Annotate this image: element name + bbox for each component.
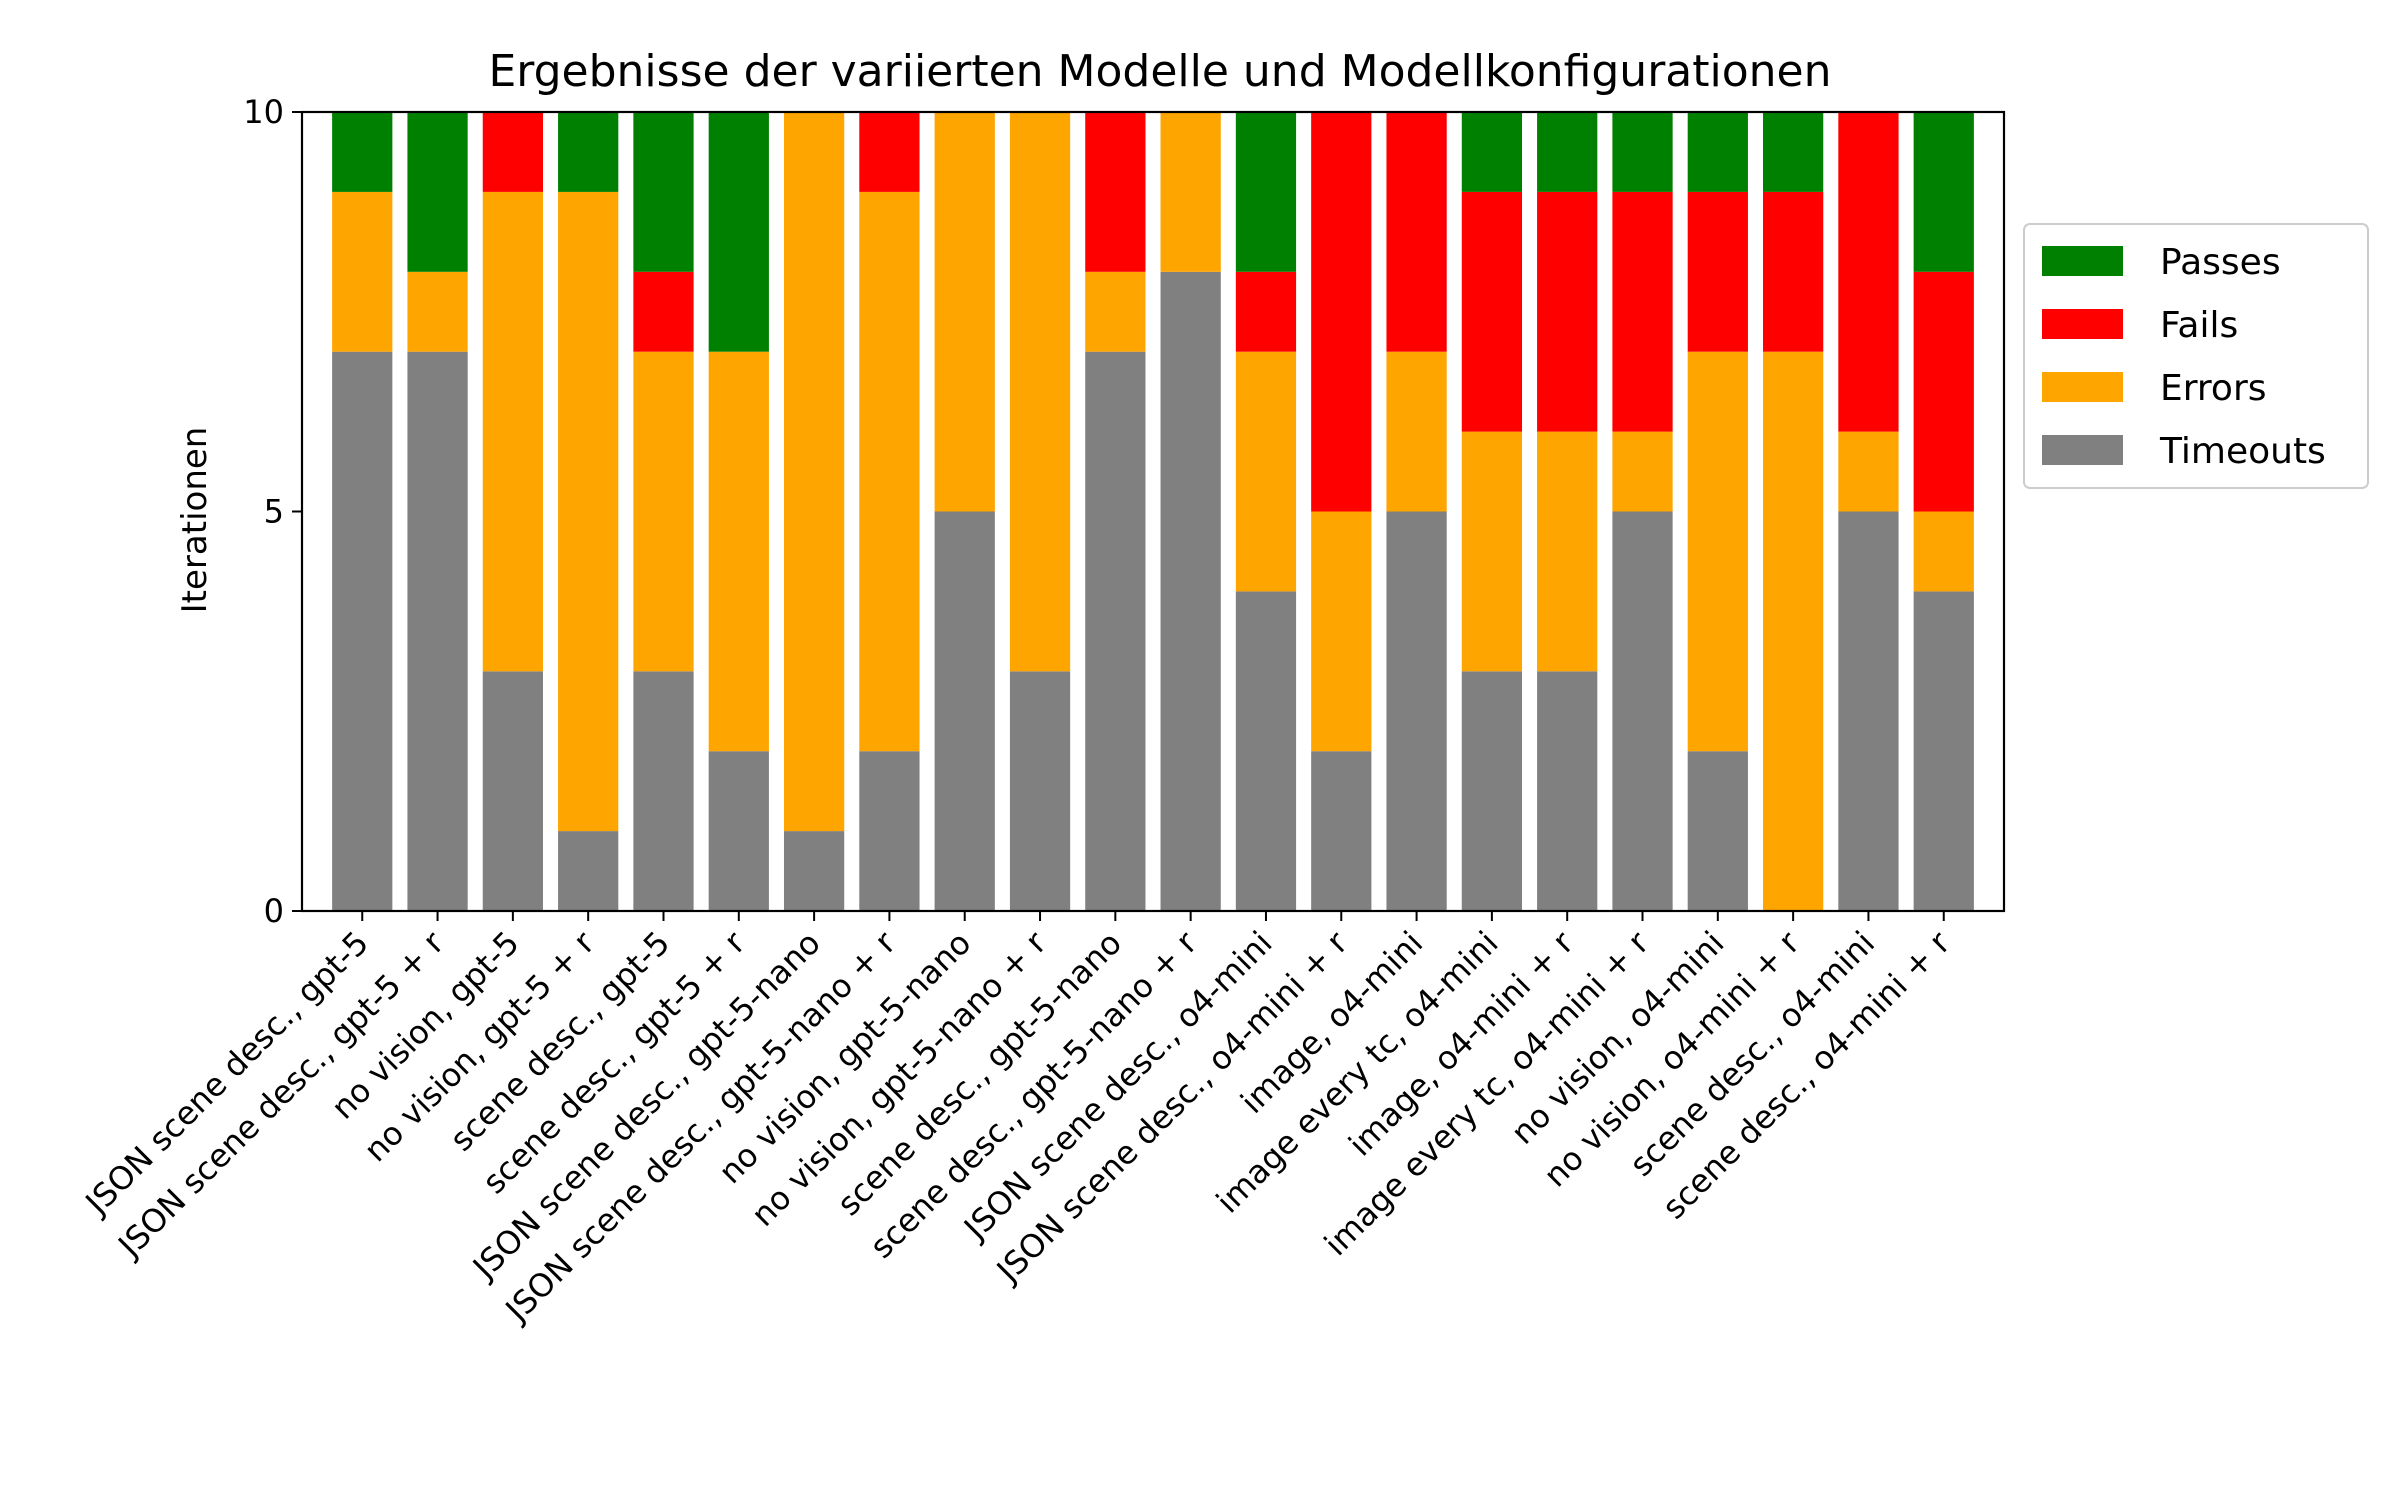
bar-timeouts-2	[407, 351, 468, 911]
bar-errors-13	[1235, 351, 1297, 592]
bar-timeouts-1	[332, 351, 393, 911]
bar-timeouts-16	[1461, 671, 1523, 911]
bar-fails-14	[1311, 112, 1372, 512]
bar-fails-15	[1386, 112, 1447, 352]
bar-errors-9	[934, 112, 995, 512]
y-tick-label-5: 5	[264, 493, 284, 531]
bar-errors-2	[407, 271, 468, 352]
bar-timeouts-22	[1913, 591, 1974, 911]
bar-timeouts-21	[1838, 511, 1899, 911]
bar-errors-8	[859, 191, 920, 752]
bar-errors-11	[1085, 271, 1146, 352]
legend-label-passes: Passes	[2160, 242, 2281, 283]
bar-fails-22	[1913, 271, 1974, 512]
bar-errors-17	[1537, 431, 1598, 672]
bar-passes-20	[1763, 112, 1824, 192]
bar-errors-18	[1612, 431, 1673, 512]
y-ticks-layer: 0 5 10	[243, 93, 302, 930]
legend-frame	[2023, 223, 2369, 489]
bar-errors-22	[1913, 511, 1974, 592]
y-tick-label-10: 10	[243, 93, 284, 131]
bar-errors-14	[1311, 511, 1372, 752]
bar-passes-5	[633, 112, 694, 272]
bar-errors-4	[558, 191, 619, 832]
bar-passes-16	[1461, 112, 1523, 192]
bar-fails-13	[1235, 271, 1297, 352]
bar-timeouts-6	[708, 751, 769, 911]
bar-errors-12	[1160, 112, 1221, 272]
bar-fails-5	[633, 271, 694, 352]
legend-label-errors: Errors	[2160, 368, 2267, 409]
bar-timeouts-18	[1612, 511, 1673, 911]
x-tick-label-1: JSON scene desc., gpt-5	[77, 924, 376, 1223]
bar-errors-21	[1838, 431, 1899, 512]
bar-passes-19	[1687, 112, 1748, 192]
bar-errors-5	[633, 351, 694, 672]
bar-passes-18	[1612, 112, 1673, 192]
bar-timeouts-3	[482, 671, 543, 911]
x-tick-label-2: JSON scene desc., gpt-5 + r	[109, 923, 451, 1265]
bar-fails-16	[1461, 191, 1523, 432]
bar-errors-10	[1009, 112, 1071, 672]
y-tick-label-0: 0	[264, 892, 284, 930]
bar-timeouts-19	[1687, 751, 1748, 911]
bar-fails-19	[1687, 191, 1748, 352]
bar-timeouts-12	[1160, 271, 1221, 911]
bar-errors-6	[708, 351, 769, 752]
bar-errors-7	[783, 112, 845, 832]
bar-timeouts-9	[934, 511, 995, 911]
bars-layer	[332, 112, 1974, 911]
bar-timeouts-8	[859, 751, 920, 911]
bar-passes-13	[1235, 112, 1297, 272]
legend-swatch-passes	[2042, 246, 2123, 276]
bar-fails-20	[1763, 191, 1824, 352]
bar-timeouts-17	[1537, 671, 1598, 911]
bar-errors-19	[1687, 351, 1748, 752]
bar-errors-15	[1386, 351, 1447, 512]
bar-fails-17	[1537, 191, 1598, 432]
bar-passes-6	[708, 112, 769, 352]
bar-passes-1	[332, 112, 393, 192]
bar-passes-4	[558, 112, 619, 192]
bar-passes-2	[407, 112, 468, 272]
y-axis-label: Iterationen	[175, 427, 215, 614]
bar-timeouts-7	[783, 831, 845, 911]
bar-errors-3	[482, 191, 543, 672]
bar-timeouts-10	[1009, 671, 1071, 911]
bar-errors-16	[1461, 431, 1523, 672]
chart-title: Ergebnisse der variierten Modelle und Mo…	[489, 46, 1832, 97]
bar-fails-21	[1838, 112, 1899, 432]
bar-fails-11	[1085, 112, 1146, 272]
bar-fails-18	[1612, 191, 1673, 432]
legend-label-timeouts: Timeouts	[2159, 431, 2326, 472]
bar-fails-3	[482, 112, 543, 192]
bar-passes-22	[1913, 112, 1974, 272]
bar-timeouts-5	[633, 671, 694, 911]
bar-timeouts-15	[1386, 511, 1447, 911]
bar-timeouts-14	[1311, 751, 1372, 911]
bar-fails-8	[859, 112, 920, 192]
bar-errors-1	[332, 191, 393, 352]
bar-errors-20	[1763, 351, 1824, 911]
plot-frame	[300, 110, 2006, 913]
legend: Passes Fails Errors Timeouts	[2023, 223, 2369, 489]
legend-label-fails: Fails	[2160, 305, 2238, 346]
bar-passes-17	[1537, 112, 1598, 192]
bar-timeouts-11	[1085, 351, 1146, 911]
bar-timeouts-13	[1235, 591, 1297, 911]
legend-swatch-fails	[2042, 309, 2123, 339]
bar-timeouts-4	[558, 831, 619, 911]
legend-swatch-timeouts	[2042, 435, 2123, 465]
legend-swatch-errors	[2042, 372, 2123, 402]
